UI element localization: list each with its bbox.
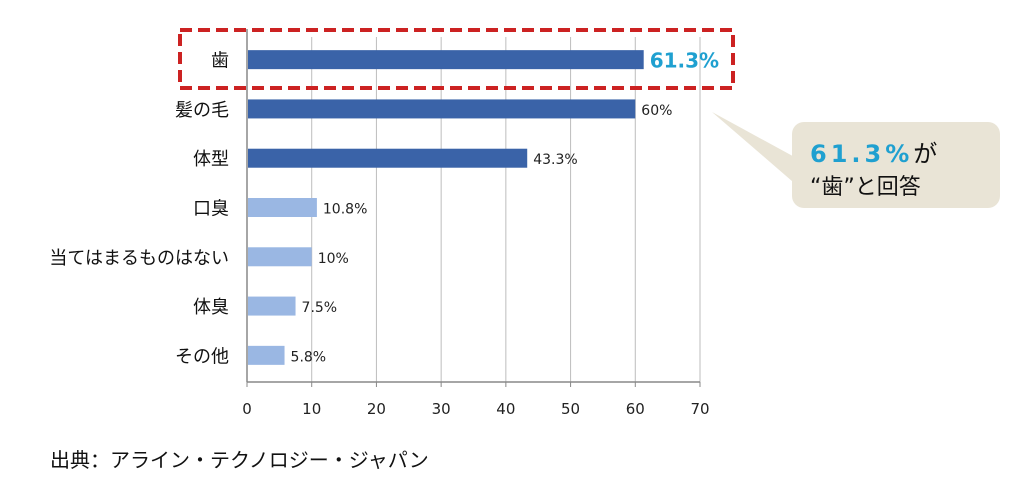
labels: 0 10 20 30 40 50 60 70 歯 61.3% 髪の毛 60% 体型 43.3% 口臭 10.8… <box>49 49 719 418</box>
x-tick-label: 50 <box>561 400 580 418</box>
bar <box>248 198 317 217</box>
highlight-box <box>178 28 735 90</box>
callout-number: 61.3% <box>810 140 913 168</box>
value-label: 60% <box>641 103 672 119</box>
category-label: 体型 <box>193 149 229 170</box>
category-label: 歯 <box>211 51 229 72</box>
category-label: 体臭 <box>193 297 229 318</box>
bar <box>248 247 312 267</box>
bar <box>248 99 636 119</box>
x-tick-label: 20 <box>367 400 386 418</box>
value-label: 5.8% <box>291 349 327 365</box>
category-label: 当てはまるものはない <box>49 248 229 269</box>
bar <box>248 50 644 70</box>
callout-suffix: が <box>913 140 937 168</box>
x-tick-label: 70 <box>690 400 709 418</box>
category-label: 髪の毛 <box>175 99 229 121</box>
x-tick-label: 60 <box>626 400 645 418</box>
callout-pointer <box>712 112 800 188</box>
value-label: 61.3% <box>650 49 719 73</box>
x-tick-label: 40 <box>496 400 515 418</box>
source-note: 出典：アライン・テクノロジー・ジャパン <box>50 448 429 472</box>
x-tick-label: 30 <box>432 400 451 418</box>
category-label: 口臭 <box>193 199 229 220</box>
category-label: その他 <box>175 346 229 367</box>
value-label: 10% <box>318 251 349 267</box>
value-label: 7.5% <box>302 300 338 316</box>
callout-line2: “歯”と回答 <box>810 175 921 200</box>
callout-bubble: 61.3%が “歯”と回答 <box>712 112 1000 208</box>
callout-line1: 61.3%が <box>810 140 937 168</box>
x-tick-label: 10 <box>302 400 321 418</box>
value-label: 10.8% <box>323 202 367 218</box>
x-tick-label: 0 <box>242 400 252 418</box>
callout-box <box>792 122 1000 208</box>
value-label: 43.3% <box>533 152 577 168</box>
gridlines <box>246 29 701 387</box>
bar <box>248 296 296 316</box>
bar <box>248 148 528 168</box>
bar <box>248 345 285 365</box>
bars <box>248 50 644 365</box>
